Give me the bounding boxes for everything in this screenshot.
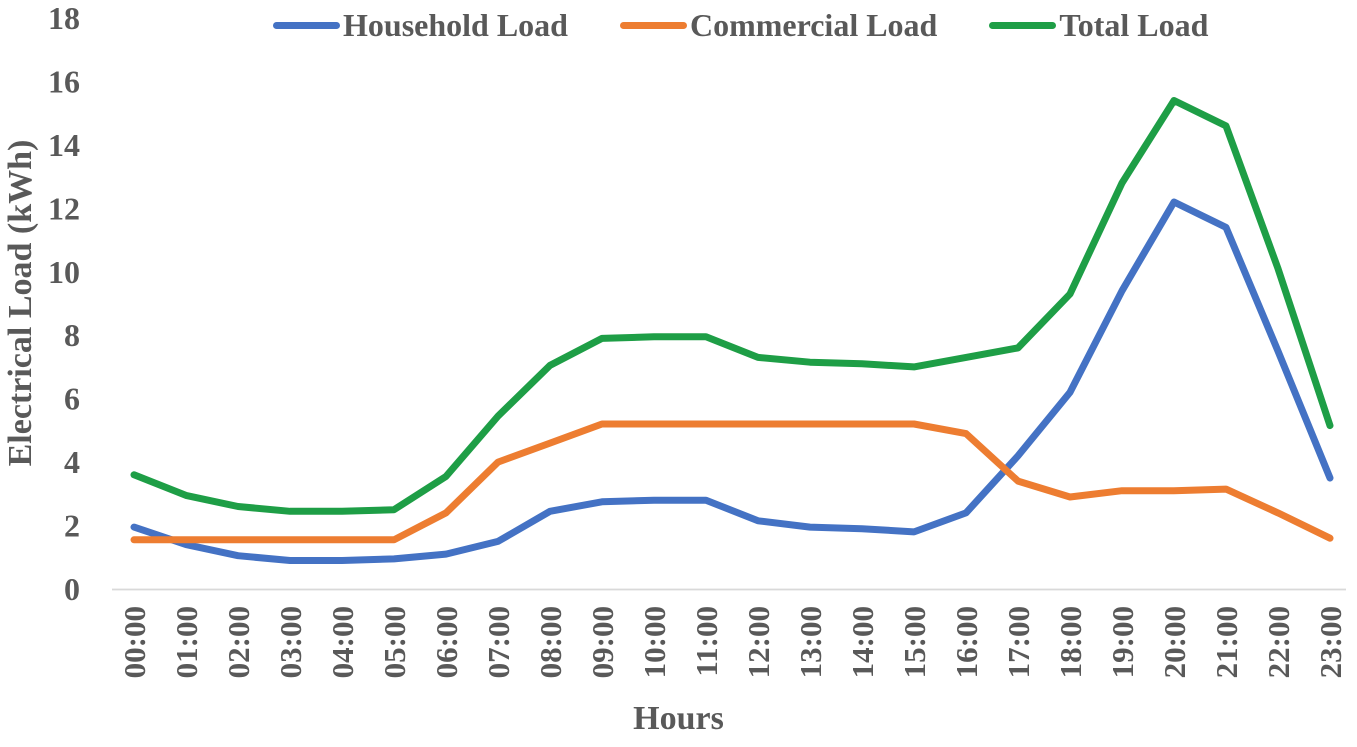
legend-item-total: Total Load xyxy=(989,9,1208,41)
legend-item-household: Household Load xyxy=(273,9,568,41)
x-tick-label-1100: 11:00 xyxy=(689,606,724,677)
x-tick-label-0500: 05:00 xyxy=(377,606,412,678)
x-tick-label-1400: 14:00 xyxy=(845,606,880,678)
x-tick-label-1700: 17:00 xyxy=(1001,606,1036,678)
x-tick-label-1500: 15:00 xyxy=(897,606,932,678)
y-tick-label-18: 18 xyxy=(48,0,80,36)
x-tick-label-2200: 22:00 xyxy=(1261,606,1296,678)
x-tick-label-2100: 21:00 xyxy=(1209,606,1244,678)
x-tick-label-0700: 07:00 xyxy=(481,606,516,678)
legend-label-total: Total Load xyxy=(1059,7,1209,43)
y-tick-label-2: 2 xyxy=(64,508,80,544)
y-tick-label-16: 16 xyxy=(48,63,80,99)
x-tick-label-1600: 16:00 xyxy=(949,606,984,678)
x-tick-label-2300: 23:00 xyxy=(1313,606,1348,678)
x-tick-label-0300: 03:00 xyxy=(273,606,308,678)
legend-item-commercial: Commercial Load xyxy=(619,7,938,43)
y-tick-label-0: 0 xyxy=(64,571,80,607)
x-tick-label-0600: 06:00 xyxy=(429,606,464,678)
series-line-total-load xyxy=(130,97,1334,515)
series-line-commercial-load xyxy=(130,420,1334,544)
x-axis-title: Hours xyxy=(633,700,724,737)
x-tick-label-0200: 02:00 xyxy=(221,606,256,678)
x-tick-label-1800: 18:00 xyxy=(1053,606,1088,678)
x-tick-label-1900: 19:00 xyxy=(1105,606,1140,678)
x-tick-label-1200: 12:00 xyxy=(741,606,776,678)
y-tick-label-6: 6 xyxy=(64,381,80,417)
legend-label-household: Household Load xyxy=(343,7,568,43)
x-tick-label-0800: 08:00 xyxy=(533,606,568,678)
x-tick-label-1000: 10:00 xyxy=(637,606,672,678)
x-tick-label-0000: 00:00 xyxy=(117,606,152,678)
y-tick-label-14: 14 xyxy=(48,127,80,163)
legend: Household Load Commercial Load Total Loa… xyxy=(273,2,1208,48)
y-tick-label-12: 12 xyxy=(48,190,80,226)
series-line-household-load xyxy=(130,198,1334,564)
x-tick-label-0100: 01:00 xyxy=(169,606,204,678)
x-tick-label-1300: 13:00 xyxy=(793,606,828,678)
x-tick-label-0900: 09:00 xyxy=(585,606,620,678)
y-tick-label-10: 10 xyxy=(48,254,80,290)
commercial-series-swatch xyxy=(619,21,687,29)
x-tick-label-2000: 20:00 xyxy=(1157,606,1192,678)
total-series-swatch xyxy=(989,21,1057,29)
household-series-swatch xyxy=(273,21,340,29)
y-tick-label-4: 4 xyxy=(64,444,80,480)
y-tick-label-8: 8 xyxy=(64,317,80,353)
x-tick-label-0400: 04:00 xyxy=(325,606,360,678)
legend-label-commercial: Commercial Load xyxy=(689,7,938,43)
